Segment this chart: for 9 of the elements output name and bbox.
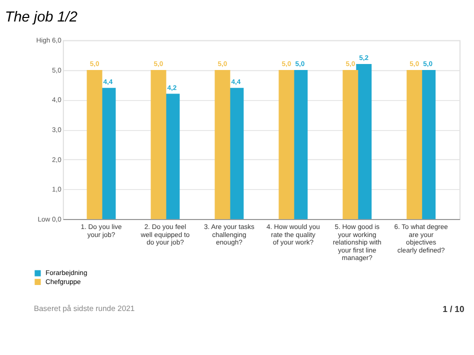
bar	[214, 70, 230, 220]
text: 1 / 10	[442, 304, 464, 314]
text: Baseret på sidste runde 2021	[34, 304, 135, 313]
bar	[278, 70, 294, 220]
chart-title: The job 1/2	[4, 10, 78, 26]
bar	[342, 70, 358, 220]
bar	[406, 70, 422, 220]
bar	[86, 70, 102, 220]
bar	[150, 70, 166, 220]
